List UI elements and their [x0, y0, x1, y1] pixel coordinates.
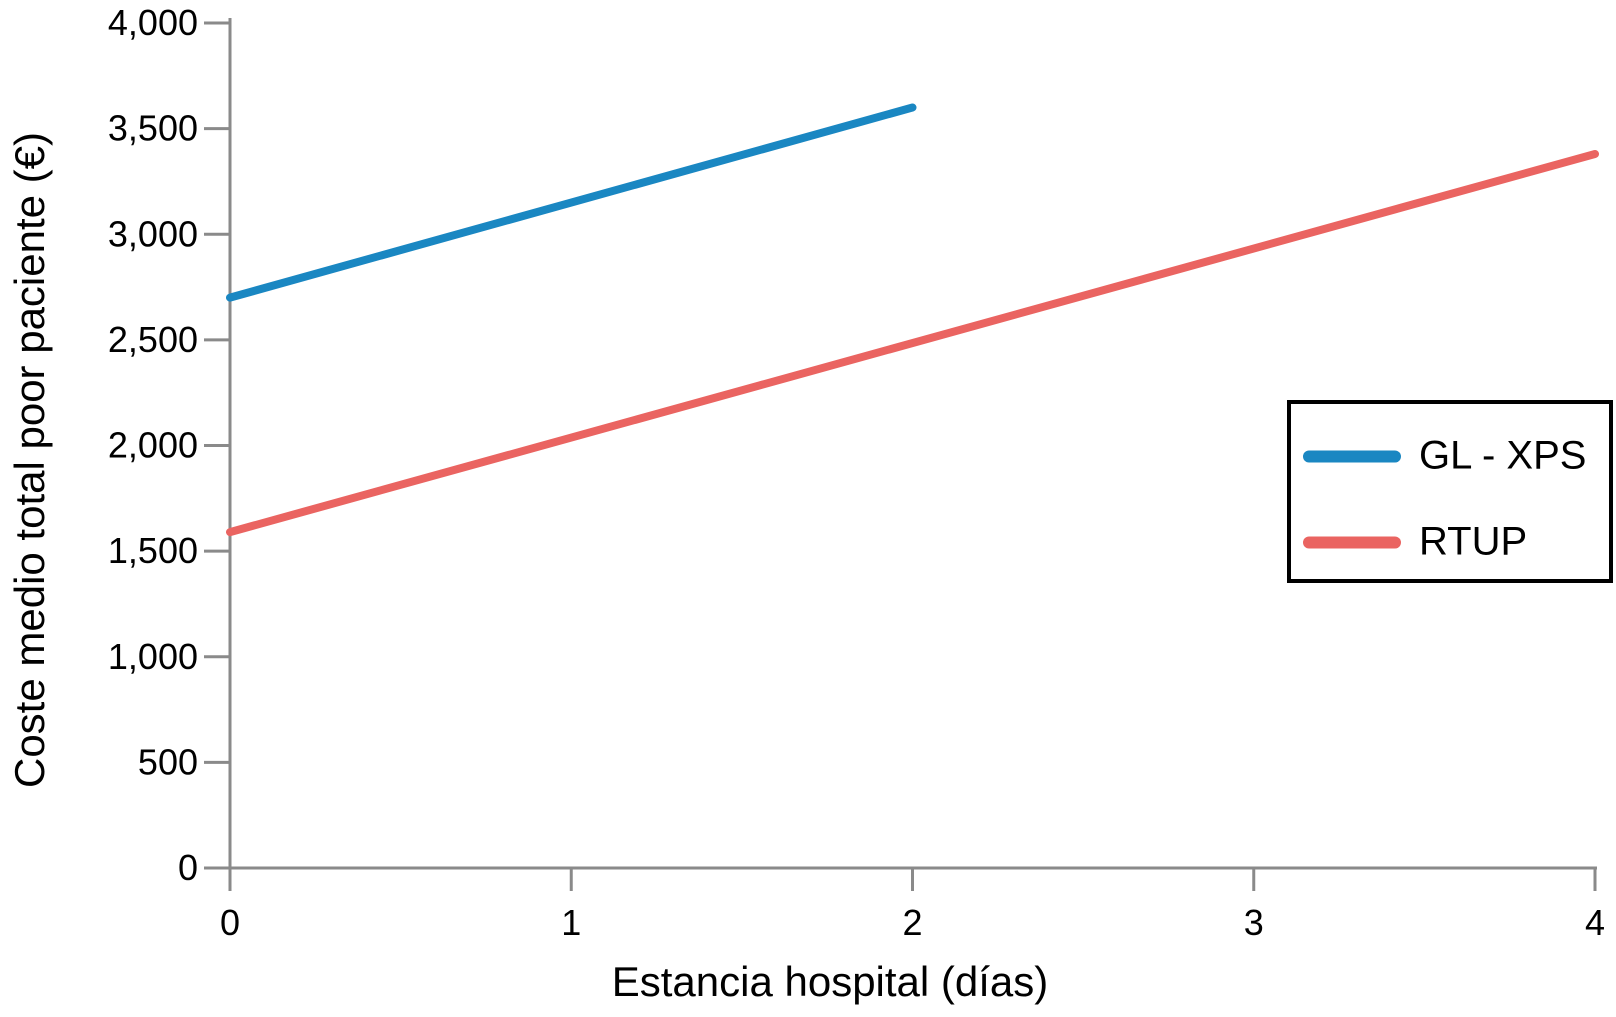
y-tick-label: 2,000 [108, 425, 198, 466]
x-axis-label: Estancia hospital (días) [611, 958, 1049, 1005]
x-tick-label: 3 [1244, 902, 1264, 943]
x-tick-label: 0 [220, 902, 240, 943]
gl-xps-line-swatch [1303, 450, 1401, 462]
rtup-line [226, 149, 1599, 537]
y-tick-label: 4,000 [108, 2, 198, 43]
rtup-line-swatch [1303, 536, 1401, 548]
gl-xps-line [226, 103, 917, 302]
y-axis-label: Coste medio total poor paciente (€) [6, 131, 53, 789]
legend-label-gl-xps: GL - XPS [1419, 433, 1587, 478]
y-tick-label: 1,000 [108, 636, 198, 677]
legend: GL - XPS RTUP [1287, 400, 1613, 583]
legend-item-gl-xps: GL - XPS [1303, 434, 1586, 479]
x-tick-label: 4 [1585, 902, 1605, 943]
y-tick-label: 2,500 [108, 319, 198, 360]
y-tick-label: 3,500 [108, 108, 198, 149]
x-tick-label: 2 [902, 902, 922, 943]
y-tick-label: 3,000 [108, 213, 198, 254]
y-tick-label: 1,500 [108, 530, 198, 571]
legend-item-rtup: RTUP [1303, 520, 1527, 565]
y-tick-label: 0 [178, 847, 198, 888]
x-tick-label: 1 [561, 902, 581, 943]
legend-label-rtup: RTUP [1419, 519, 1528, 564]
y-tick-label: 500 [138, 741, 198, 782]
